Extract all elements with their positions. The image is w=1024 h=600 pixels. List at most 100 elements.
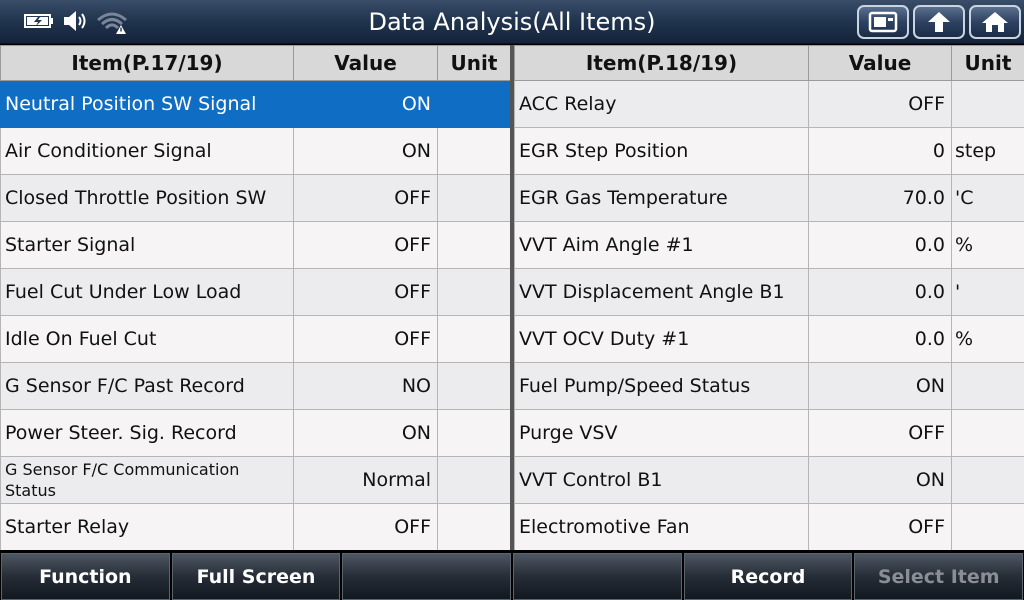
item-value-cell: ON: [808, 456, 952, 504]
item-unit-cell: [437, 362, 511, 410]
back-button[interactable]: [913, 5, 965, 39]
item-value-cell: OFF: [808, 80, 952, 128]
table-row[interactable]: VVT Aim Angle #1 0.0%: [514, 221, 1024, 269]
full-screen-button[interactable]: Full Screen: [171, 553, 341, 600]
table-row[interactable]: Power Steer. Sig. Record ON: [0, 409, 511, 457]
item-value-cell: OFF: [293, 315, 438, 363]
item-unit-cell: [437, 456, 511, 504]
function-button[interactable]: Function: [1, 553, 170, 600]
item-name-cell: G Sensor F/C Past Record: [0, 362, 294, 410]
item-value-cell: ON: [808, 362, 952, 410]
item-value-cell: OFF: [293, 221, 438, 269]
item-name-cell: Closed Throttle Position SW: [0, 174, 294, 222]
table-row[interactable]: EGR Gas Temperature 70.0 'C: [514, 174, 1024, 222]
item-value-cell: ON: [293, 127, 438, 175]
item-name-cell: VVT Control B1: [514, 456, 809, 504]
table-header-row: Item(P.18/19) Value Unit: [514, 45, 1024, 81]
item-unit-cell: ': [951, 268, 1024, 316]
item-value-cell: 70.0: [808, 174, 952, 222]
item-name-cell: Starter Relay: [0, 503, 294, 551]
home-button[interactable]: [969, 5, 1021, 39]
screenshot-icon: [868, 11, 898, 33]
item-unit-cell: step: [951, 127, 1024, 175]
table-row[interactable]: Air Conditioner Signal ON: [0, 127, 511, 175]
item-unit-cell: [951, 80, 1024, 128]
item-unit-cell: %: [951, 221, 1024, 269]
select-item-button[interactable]: Select Item: [854, 553, 1024, 600]
item-name-cell: Fuel Pump/Speed Status: [514, 362, 809, 410]
item-unit-cell: [951, 503, 1024, 551]
item-name-cell: EGR Step Position: [514, 127, 809, 175]
item-value-cell: 0.0: [808, 221, 952, 269]
item-name-cell: Power Steer. Sig. Record: [0, 409, 294, 457]
screenshot-button[interactable]: [857, 5, 909, 39]
item-name-cell: Air Conditioner Signal: [0, 127, 294, 175]
unit-header: Unit: [951, 45, 1024, 81]
item-unit-cell: [951, 456, 1024, 504]
table-row[interactable]: VVT Displacement Angle B1 0.0 ': [514, 268, 1024, 316]
item-unit-cell: [437, 127, 511, 175]
item-header[interactable]: Item(P.17/19): [0, 45, 294, 81]
table-row[interactable]: Closed Throttle Position SW OFF: [0, 174, 511, 222]
item-name-cell: Starter Signal: [0, 221, 294, 269]
value-header: Value: [808, 45, 952, 81]
item-value-cell: OFF: [293, 268, 438, 316]
wifi-warning-icon: [97, 12, 127, 34]
item-unit-cell: [437, 80, 511, 128]
item-unit-cell: [437, 174, 511, 222]
table-row[interactable]: Neutral Position SW Signal ON: [0, 80, 511, 128]
table-row[interactable]: G Sensor F/C Communication Status Normal: [0, 456, 511, 504]
item-value-cell: 0.0: [808, 315, 952, 363]
item-unit-cell: [437, 268, 511, 316]
table-row[interactable]: Starter Relay OFF: [0, 503, 511, 551]
item-value-cell: OFF: [293, 503, 438, 551]
item-name-cell: EGR Gas Temperature: [514, 174, 809, 222]
table-row[interactable]: Fuel Cut Under Low Load OFF: [0, 268, 511, 316]
battery-icon: [24, 14, 53, 28]
item-name-cell: Electromotive Fan: [514, 503, 809, 551]
table-row[interactable]: G Sensor F/C Past Record NO: [0, 362, 511, 410]
item-value-cell: OFF: [808, 503, 952, 551]
item-name-cell: G Sensor F/C Communication Status: [0, 456, 294, 504]
item-name-cell: Idle On Fuel Cut: [0, 315, 294, 363]
item-name-cell: VVT OCV Duty #1: [514, 315, 809, 363]
item-unit-cell: [951, 362, 1024, 410]
table-row[interactable]: Fuel Pump/Speed Status ON: [514, 362, 1024, 410]
item-name-cell: Neutral Position SW Signal: [0, 80, 294, 128]
unit-header: Unit: [437, 45, 511, 81]
table-row[interactable]: Starter Signal OFF: [0, 221, 511, 269]
bottom-toolbar: Function Full Screen Record Select Item: [0, 550, 1024, 600]
data-table-left: Item(P.17/19) Value Unit Neutral Positio…: [0, 45, 511, 551]
table-row[interactable]: VVT OCV Duty #1 0.0%: [514, 315, 1024, 363]
table-row[interactable]: ACC Relay OFF: [514, 80, 1024, 128]
item-name-cell: VVT Displacement Angle B1: [514, 268, 809, 316]
record-button[interactable]: Record: [683, 553, 853, 600]
empty-button-1[interactable]: [342, 553, 512, 600]
item-name-cell: Purge VSV: [514, 409, 809, 457]
table-row[interactable]: Idle On Fuel Cut OFF: [0, 315, 511, 363]
item-unit-cell: [437, 409, 511, 457]
table-row[interactable]: Purge VSV OFF: [514, 409, 1024, 457]
item-value-cell: NO: [293, 362, 438, 410]
item-unit-cell: 'C: [951, 174, 1024, 222]
back-arrow-icon: [928, 12, 950, 32]
item-unit-cell: %: [951, 315, 1024, 363]
item-value-cell: 0: [808, 127, 952, 175]
item-value-cell: ON: [293, 80, 438, 128]
item-value-cell: 0.0: [808, 268, 952, 316]
table-row[interactable]: VVT Control B1 ON: [514, 456, 1024, 504]
table-header-row: Item(P.17/19) Value Unit: [0, 45, 511, 81]
item-value-cell: ON: [293, 409, 438, 457]
item-unit-cell: [437, 315, 511, 363]
item-value-cell: Normal: [293, 456, 438, 504]
item-unit-cell: [437, 503, 511, 551]
empty-button-2[interactable]: [513, 553, 682, 600]
item-name-cell: ACC Relay: [514, 80, 809, 128]
item-unit-cell: [951, 409, 1024, 457]
table-divider: [510, 45, 514, 550]
table-row[interactable]: EGR Step Position 0 step: [514, 127, 1024, 175]
item-header[interactable]: Item(P.18/19): [514, 45, 809, 81]
speaker-icon: [64, 11, 86, 31]
item-name-cell: VVT Aim Angle #1: [514, 221, 809, 269]
table-row[interactable]: Electromotive Fan OFF: [514, 503, 1024, 551]
